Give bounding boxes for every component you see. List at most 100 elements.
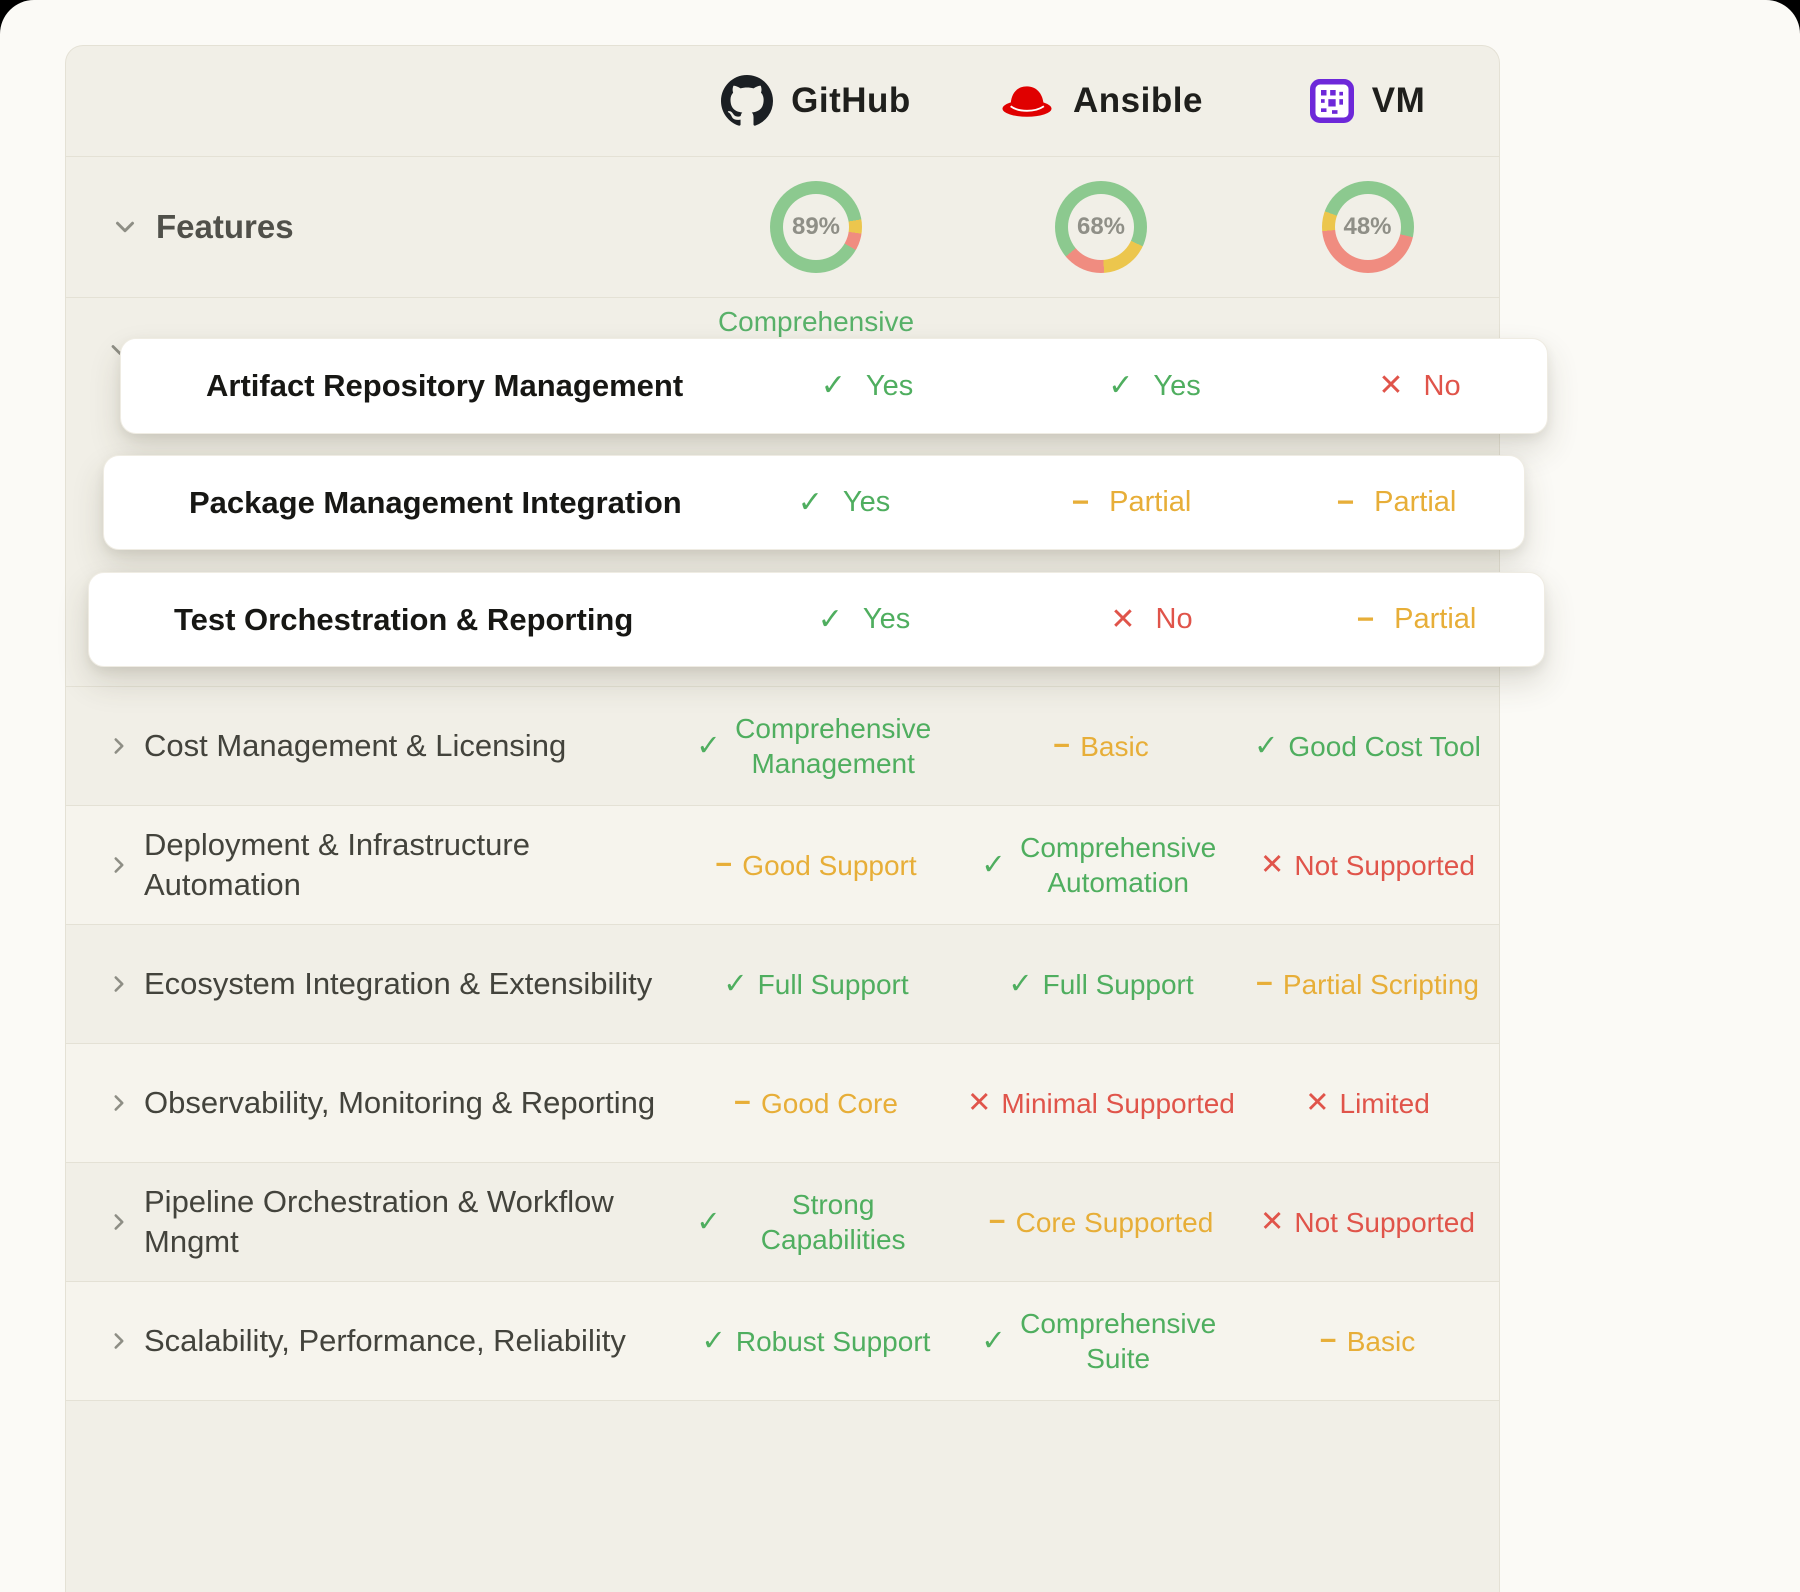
check-icon: ✓ xyxy=(820,369,846,402)
feature-row[interactable]: Observability, Monitoring & Reporting − G… xyxy=(66,1043,1499,1162)
x-icon: ✕ xyxy=(967,1086,992,1119)
check-icon: ✓ xyxy=(723,967,748,1000)
vm-icon xyxy=(1309,79,1354,123)
dash-icon: − xyxy=(1255,967,1273,1000)
feature-row-label: Pipeline Orchestration & Workflow Mngmt xyxy=(144,1183,614,1259)
chevron-right-icon[interactable] xyxy=(106,971,132,997)
score-percent: 89% xyxy=(791,213,841,240)
chevron-right-icon[interactable] xyxy=(106,852,132,878)
chevron-right-icon[interactable] xyxy=(106,733,132,759)
x-icon: ✕ xyxy=(1305,1086,1330,1119)
dash-icon: − xyxy=(1053,729,1071,762)
feature-value-github: ✓ Comprehensive Management xyxy=(696,713,932,779)
score-donut-vm: 48% xyxy=(1321,181,1414,273)
feature-value-vm: − Partial xyxy=(1356,602,1477,636)
product-header-vm: VM xyxy=(1236,79,1499,123)
feature-value-github: ✓ Yes xyxy=(797,485,891,519)
feature-row-label: Scalability, Performance, Reliability xyxy=(144,1322,626,1358)
feature-value-ansible: ✓ Yes xyxy=(1108,369,1201,402)
dash-icon: − xyxy=(1319,1324,1337,1357)
feature-value-vm: ✕ Not Supported xyxy=(1260,1205,1475,1238)
feature-row-label: Cost Management & Licensing xyxy=(144,727,567,763)
dash-icon: − xyxy=(1336,485,1355,519)
feature-rows: Cost Management & Licensing ✓ Comprehensi… xyxy=(66,686,1499,1401)
table-header: GitHub Ansible xyxy=(66,46,1499,156)
feature-row-label: Test Orchestration & Reporting xyxy=(174,601,634,637)
product-name: VM xyxy=(1371,81,1426,120)
feature-value-vm: − Partial Scripting xyxy=(1255,967,1480,1000)
feature-value-vm: − Basic xyxy=(1319,1324,1416,1357)
feature-value-github: ✓ Full Support xyxy=(723,967,909,1000)
dash-icon: − xyxy=(988,1205,1006,1238)
dash-icon: − xyxy=(1356,602,1375,636)
check-icon: ✓ xyxy=(696,1205,721,1238)
check-icon: ✓ xyxy=(981,848,1006,881)
feature-value-github: ✓ Yes xyxy=(817,602,911,636)
check-icon: ✓ xyxy=(701,1324,726,1357)
feature-value-ansible: − Partial xyxy=(1071,485,1192,519)
feature-value-ansible: − Core Supported xyxy=(988,1205,1214,1238)
product-name: Ansible xyxy=(1073,81,1203,120)
github-icon xyxy=(721,75,774,127)
chevron-right-icon[interactable] xyxy=(106,1328,132,1354)
feature-row[interactable]: Deployment & Infrastructure Automation −… xyxy=(66,805,1499,924)
feature-value-vm: − Partial xyxy=(1336,485,1457,519)
floating-feature-row[interactable]: Artifact Repository Management ✓ Yes ✓ Yes… xyxy=(120,338,1548,434)
chevron-right-icon[interactable] xyxy=(106,1090,132,1116)
feature-value-ansible: ✓ Comprehensive Automation xyxy=(981,832,1217,898)
chevron-down-icon[interactable] xyxy=(110,212,140,242)
features-section-row: Features 89% 68% 48% xyxy=(66,156,1499,297)
product-header-ansible: Ansible xyxy=(966,81,1236,121)
feature-value-github: ✓ Robust Support xyxy=(701,1324,931,1357)
feature-value-vm: ✕ Limited xyxy=(1305,1086,1430,1119)
feature-value-ansible: ✓ Comprehensive Suite xyxy=(981,1308,1217,1374)
feature-row[interactable]: Ecosystem Integration & Extensibility ✓ F… xyxy=(66,924,1499,1043)
feature-row-label: Package Management Integration xyxy=(189,484,682,520)
dash-icon: − xyxy=(715,848,733,881)
feature-row-label: Observability, Monitoring & Reporting xyxy=(144,1084,656,1120)
check-icon: ✓ xyxy=(1254,729,1279,762)
feature-value-vm: ✓ Good Cost Tool xyxy=(1254,729,1481,762)
check-icon: ✓ xyxy=(797,485,823,519)
check-icon: ✓ xyxy=(696,729,721,762)
feature-row[interactable]: Cost Management & Licensing ✓ Comprehensi… xyxy=(66,686,1499,805)
feature-value-ansible: − Basic xyxy=(1053,729,1149,762)
check-icon: ✓ xyxy=(1108,369,1134,402)
dash-icon: − xyxy=(734,1086,751,1119)
floating-feature-row[interactable]: Package Management Integration ✓ Yes − Par… xyxy=(103,455,1525,550)
check-icon: ✓ xyxy=(1008,967,1033,1000)
feature-row-label: Ecosystem Integration & Extensibility xyxy=(144,965,653,1001)
feature-value-github: − Good Core xyxy=(734,1086,898,1119)
dash-icon: − xyxy=(1071,485,1090,519)
score-percent: 48% xyxy=(1343,213,1392,240)
feature-value-github: ✓ Yes xyxy=(820,369,914,402)
chevron-right-icon[interactable] xyxy=(106,1209,132,1235)
comparison-table: GitHub Ansible xyxy=(65,45,1500,1592)
feature-row[interactable]: Pipeline Orchestration & Workflow Mngmt … xyxy=(66,1162,1499,1281)
feature-value-vm: ✕ No xyxy=(1378,369,1461,402)
feature-value-ansible: ✕ No xyxy=(1110,602,1193,636)
score-donut-ansible: 68% xyxy=(1055,181,1147,273)
feature-row-label: Deployment & Infrastructure Automation xyxy=(144,826,530,902)
feature-value-ansible: ✓ Full Support xyxy=(1008,967,1194,1000)
x-icon: ✕ xyxy=(1110,602,1136,636)
features-section-toggle[interactable]: Features xyxy=(66,208,666,246)
check-icon: ✓ xyxy=(817,602,843,636)
check-icon: ✓ xyxy=(981,1324,1006,1357)
x-icon: ✕ xyxy=(1260,1205,1285,1238)
score-donut-github: 89% xyxy=(770,181,862,273)
x-icon: ✕ xyxy=(1378,369,1404,402)
score-percent: 68% xyxy=(1076,213,1126,240)
feature-row[interactable]: Scalability, Performance, Reliability ✓ R… xyxy=(66,1281,1499,1401)
feature-value-github: ✓ Strong Capabilities xyxy=(696,1189,906,1255)
feature-value-ansible: ✕ Minimal Supported xyxy=(967,1086,1235,1119)
floating-feature-row[interactable]: Test Orchestration & Reporting ✓ Yes ✕ No … xyxy=(88,572,1545,667)
feature-value-github: − Good Support xyxy=(715,848,917,881)
x-icon: ✕ xyxy=(1260,848,1285,881)
occluded-rows-zone: Comprehensive xyxy=(66,297,1499,686)
feature-value-vm: ✕ Not Supported xyxy=(1260,848,1475,881)
product-header-github: GitHub xyxy=(666,75,966,127)
product-name: GitHub xyxy=(791,81,911,120)
feature-row-label: Artifact Repository Management xyxy=(206,368,684,403)
